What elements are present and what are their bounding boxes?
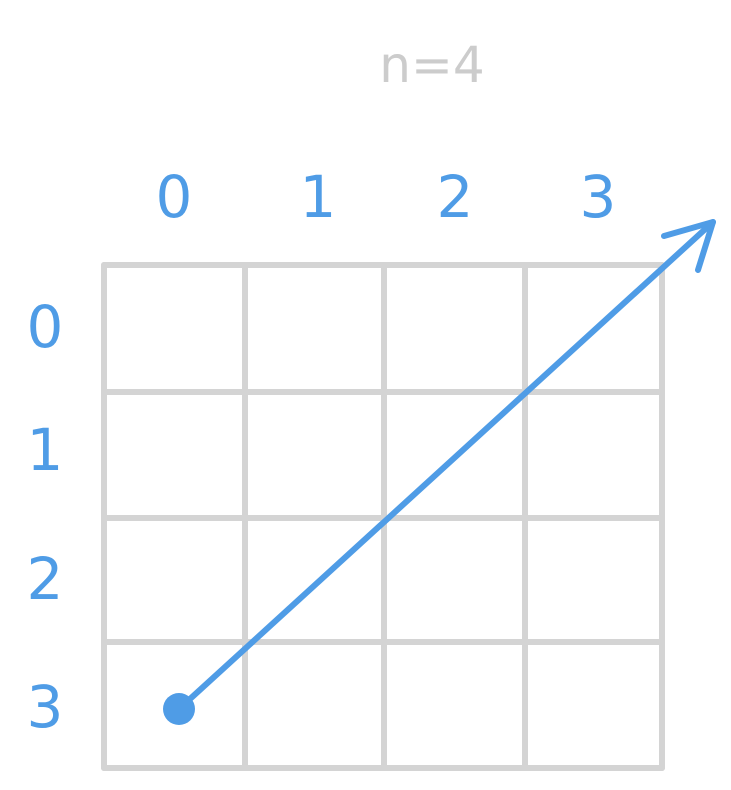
- start-dot: [163, 693, 195, 725]
- column-label-3: 3: [580, 163, 617, 231]
- column-labels: 0 1 2 3: [156, 163, 617, 231]
- row-label-1: 1: [27, 416, 64, 484]
- row-labels: 0 1 2 3: [27, 293, 64, 741]
- arrow-shaft: [176, 219, 716, 712]
- row-label-3: 3: [27, 673, 64, 741]
- column-label-0: 0: [156, 163, 193, 231]
- column-label-1: 1: [300, 163, 337, 231]
- diagram-title: n=4: [379, 36, 484, 94]
- row-label-2: 2: [27, 545, 64, 613]
- grid: [101, 262, 665, 771]
- arrow-head: [661, 219, 716, 273]
- column-label-2: 2: [437, 163, 474, 231]
- diagonal-arrow: [163, 219, 716, 725]
- row-label-0: 0: [27, 293, 64, 361]
